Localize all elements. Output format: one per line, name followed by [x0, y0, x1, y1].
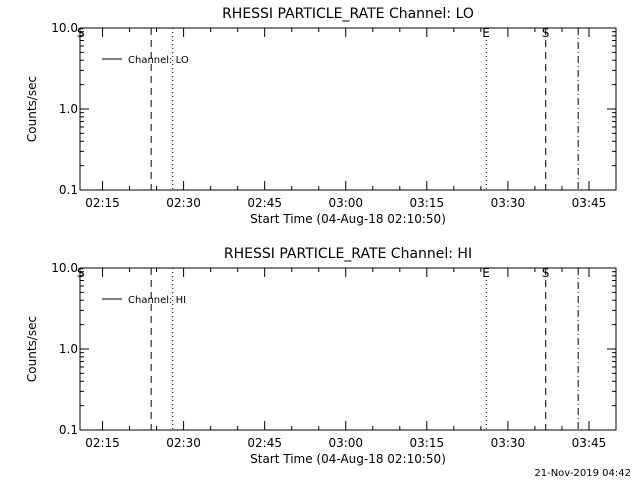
x-tick-label: 03:00 [328, 196, 363, 210]
y-tick-label: 0.1 [59, 183, 78, 197]
event-marker-label: S [77, 266, 85, 280]
x-tick-label: 03:15 [410, 196, 445, 210]
event-marker-label: S [542, 26, 550, 40]
y-axis-label: Counts/sec [25, 76, 39, 142]
footer-timestamp: 21-Nov-2019 04:42 [534, 468, 631, 479]
x-tick-label: 03:45 [572, 196, 607, 210]
event-marker-label: E [482, 266, 490, 280]
x-tick-label: 03:30 [491, 196, 526, 210]
x-tick-label: 02:15 [85, 436, 120, 450]
x-tick-label: 02:15 [85, 196, 120, 210]
event-marker-label: S [77, 26, 85, 40]
legend-entry: Channel: HI [128, 295, 186, 306]
chart-title: RHESSI PARTICLE_RATE Channel: LO [222, 6, 474, 22]
x-tick-label: 03:45 [572, 436, 607, 450]
event-marker-label: S [542, 266, 550, 280]
y-axis-label: Counts/sec [25, 316, 39, 382]
x-tick-label: 03:00 [328, 436, 363, 450]
event-marker-label: E [482, 26, 490, 40]
y-tick-label: 10.0 [51, 261, 78, 275]
x-tick-label: 02:45 [247, 196, 282, 210]
y-tick-label: 1.0 [59, 102, 78, 116]
y-tick-label: 0.1 [59, 423, 78, 437]
plot-frame [79, 267, 617, 431]
chart-title: RHESSI PARTICLE_RATE Channel: HI [224, 246, 472, 262]
y-tick-label: 10.0 [51, 21, 78, 35]
plot-frame [79, 27, 617, 191]
x-tick-label: 02:30 [166, 436, 201, 450]
x-tick-label: 03:30 [491, 436, 526, 450]
x-tick-label: 02:45 [247, 436, 282, 450]
x-axis-label: Start Time (04-Aug-18 02:10:50) [250, 212, 446, 226]
x-tick-label: 02:30 [166, 196, 201, 210]
legend-entry: Channel: LO [128, 55, 189, 66]
y-tick-label: 1.0 [59, 342, 78, 356]
x-tick-label: 03:15 [410, 436, 445, 450]
x-axis-label: Start Time (04-Aug-18 02:10:50) [250, 452, 446, 466]
